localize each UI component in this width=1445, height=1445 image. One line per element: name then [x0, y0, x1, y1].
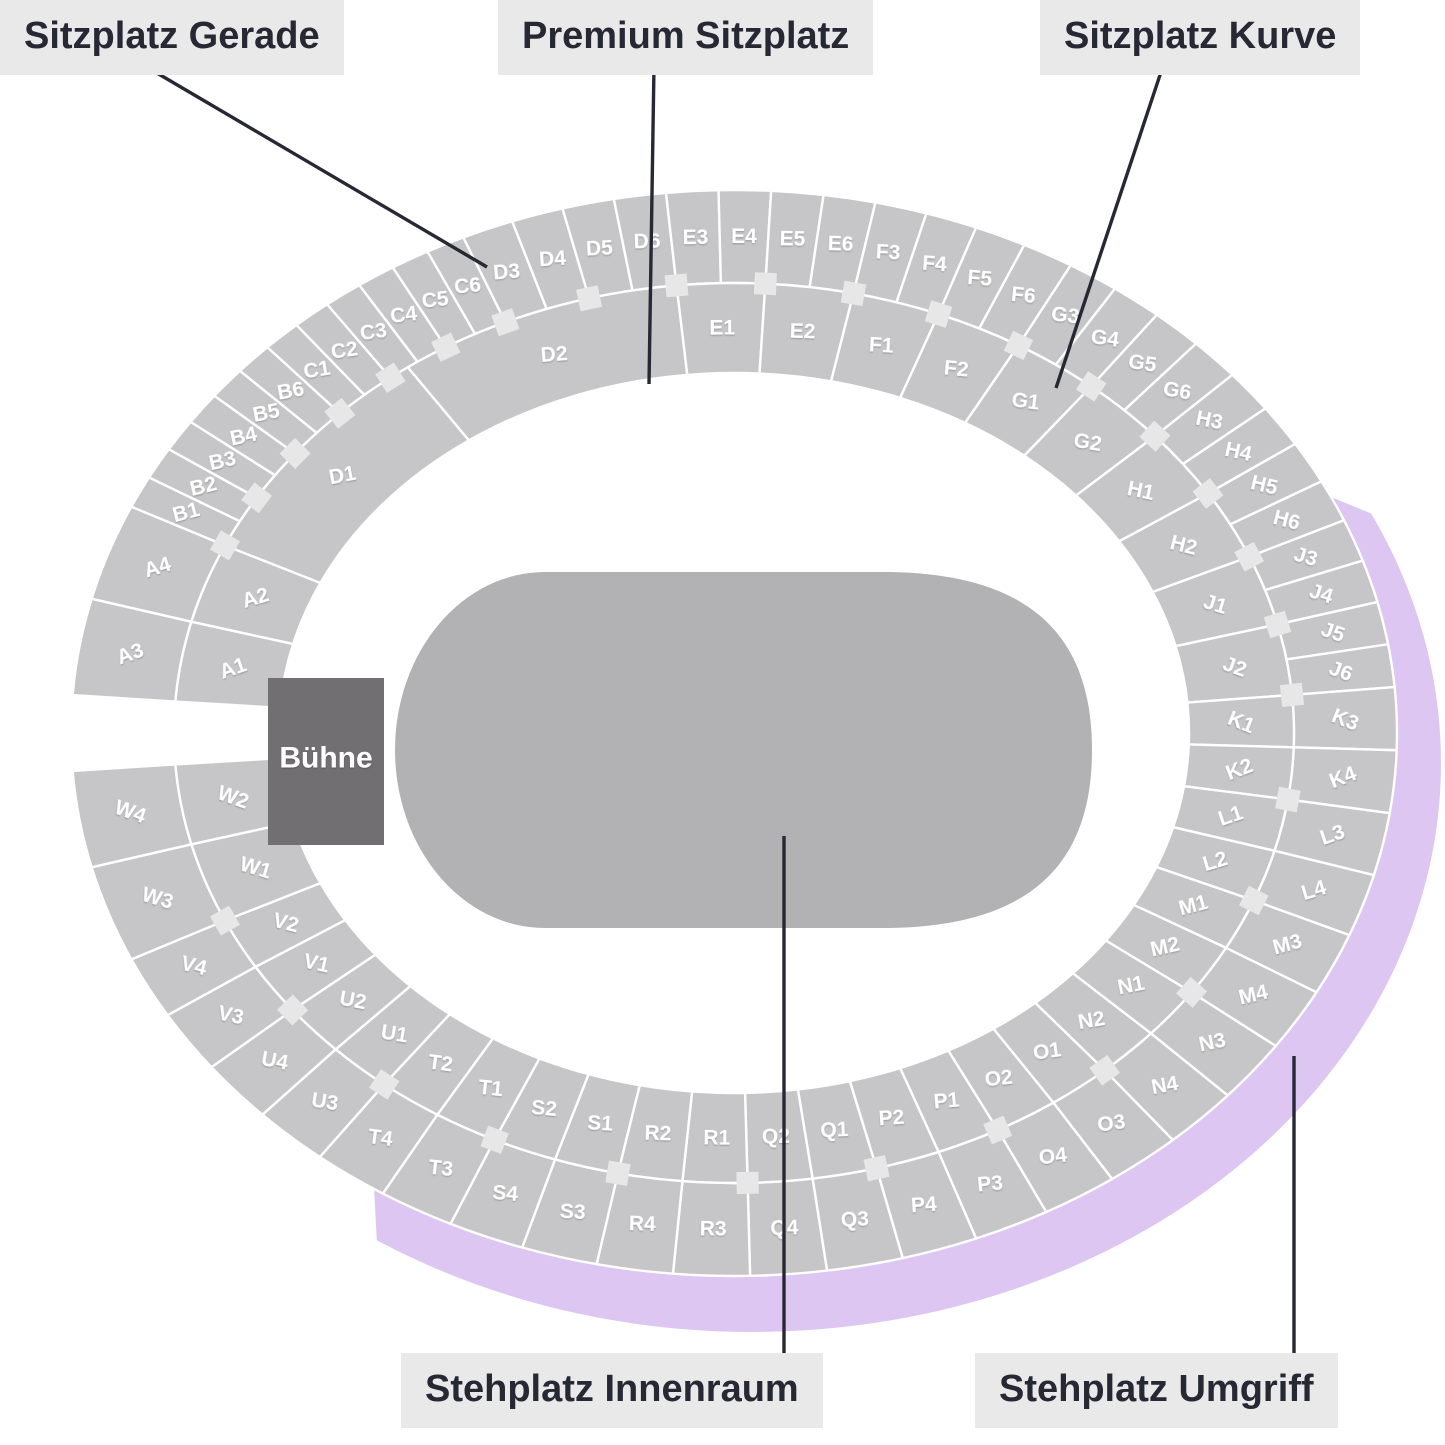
svg-text:T3: T3: [427, 1156, 454, 1181]
svg-text:R1: R1: [703, 1126, 730, 1149]
svg-text:O2: O2: [983, 1066, 1013, 1092]
svg-text:N4: N4: [1150, 1072, 1181, 1099]
svg-text:P1: P1: [933, 1088, 961, 1113]
svg-text:D4: D4: [538, 247, 567, 272]
svg-text:S2: S2: [530, 1096, 557, 1121]
svg-text:F4: F4: [921, 252, 947, 277]
svg-text:O4: O4: [1038, 1144, 1069, 1170]
svg-text:R2: R2: [644, 1122, 672, 1146]
svg-text:F3: F3: [875, 240, 901, 264]
svg-text:S1: S1: [587, 1112, 614, 1136]
svg-text:G1: G1: [1010, 388, 1041, 414]
svg-text:P3: P3: [976, 1171, 1004, 1196]
svg-text:C3: C3: [359, 319, 389, 345]
svg-text:U2: U2: [338, 987, 369, 1015]
svg-text:D5: D5: [585, 237, 613, 261]
svg-text:C4: C4: [389, 302, 419, 328]
svg-text:G2: G2: [1072, 429, 1103, 456]
svg-text:G6: G6: [1161, 377, 1193, 405]
svg-text:Q1: Q1: [820, 1118, 849, 1142]
svg-text:U3: U3: [310, 1089, 340, 1116]
svg-text:S3: S3: [559, 1200, 586, 1224]
svg-text:R4: R4: [629, 1212, 657, 1236]
svg-text:C1: C1: [302, 356, 333, 383]
svg-text:E5: E5: [779, 227, 805, 250]
svg-text:E6: E6: [827, 232, 853, 256]
svg-text:C6: C6: [453, 273, 482, 298]
svg-text:B6: B6: [276, 377, 306, 404]
svg-text:G5: G5: [1127, 350, 1159, 377]
svg-text:D2: D2: [540, 342, 568, 367]
svg-text:F5: F5: [967, 266, 994, 291]
svg-text:D6: D6: [633, 230, 661, 254]
svg-text:E1: E1: [709, 317, 735, 340]
svg-text:E2: E2: [789, 320, 815, 344]
svg-text:F1: F1: [868, 333, 894, 357]
svg-text:C2: C2: [329, 337, 359, 364]
svg-text:T2: T2: [427, 1050, 454, 1076]
svg-text:T1: T1: [477, 1076, 504, 1101]
svg-text:G4: G4: [1090, 325, 1121, 352]
svg-text:Q3: Q3: [840, 1208, 869, 1232]
svg-text:O1: O1: [1032, 1038, 1063, 1065]
svg-text:T4: T4: [367, 1125, 395, 1151]
svg-text:F2: F2: [943, 356, 970, 381]
svg-text:C5: C5: [421, 287, 450, 313]
svg-text:O3: O3: [1096, 1110, 1127, 1137]
svg-text:U1: U1: [379, 1021, 409, 1048]
svg-text:N2: N2: [1076, 1007, 1106, 1034]
svg-text:P2: P2: [878, 1106, 905, 1131]
svg-text:F6: F6: [1010, 283, 1037, 308]
svg-text:E4: E4: [731, 225, 757, 248]
svg-text:E3: E3: [683, 226, 709, 249]
svg-text:Q2: Q2: [762, 1125, 790, 1148]
svg-text:S4: S4: [491, 1181, 519, 1206]
svg-text:Bühne: Bühne: [279, 742, 372, 775]
svg-text:D3: D3: [492, 260, 521, 285]
svg-text:R3: R3: [700, 1218, 727, 1241]
svg-text:P4: P4: [910, 1193, 937, 1218]
